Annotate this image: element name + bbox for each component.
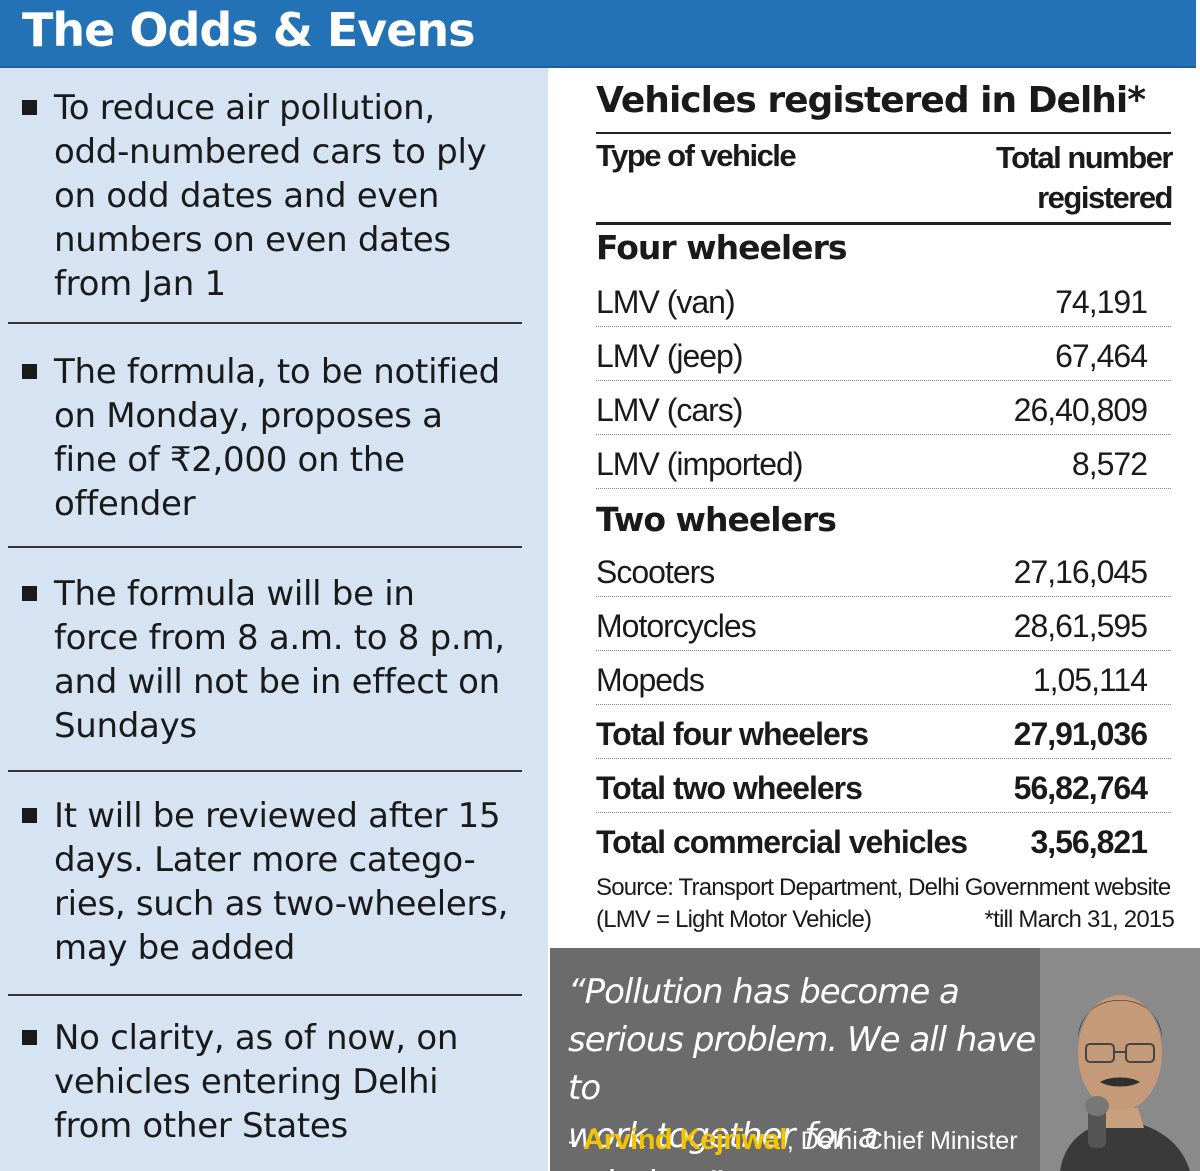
date-note: *till March 31, 2015 bbox=[984, 906, 1175, 933]
row-value: 3,56,821 bbox=[1030, 824, 1148, 860]
facts-panel: To reduce air pollution, odd-numbered ca… bbox=[0, 68, 548, 1171]
bullet-square-icon bbox=[22, 364, 37, 379]
header-banner: The Odds & Evens bbox=[0, 0, 1196, 68]
divider bbox=[8, 770, 522, 772]
bullet-square-icon bbox=[22, 586, 37, 601]
speaker-role: , Delhi Chief Minister bbox=[786, 1127, 1018, 1155]
row-label: Scooters bbox=[596, 554, 715, 590]
lmv-note: (LMV = Light Motor Vehicle) bbox=[596, 906, 872, 933]
row-label: LMV (cars) bbox=[596, 392, 743, 428]
quote-text: “Pollution has become a serious problem.… bbox=[568, 972, 1036, 1171]
section-heading-four-wheelers: Four wheelers bbox=[596, 228, 847, 267]
divider bbox=[8, 994, 522, 996]
row-label: Total two wheelers bbox=[596, 770, 863, 806]
fact-text: The formula, to be notified on Monday, p… bbox=[54, 352, 500, 524]
quote-box: “Pollution has become a serious problem.… bbox=[550, 948, 1200, 1171]
row-value: 28,61,595 bbox=[1013, 608, 1148, 644]
divider bbox=[596, 222, 1171, 225]
table-row: Scooters 27,16,045 bbox=[596, 550, 1171, 597]
total-row: Total four wheelers 27,91,036 bbox=[596, 712, 1171, 759]
table-row: Motorcycles 28,61,595 bbox=[596, 604, 1171, 651]
fact-text: To reduce air pollution, odd-numbered ca… bbox=[54, 88, 487, 304]
total-row: Total commercial vehicles 3,56,821 bbox=[596, 820, 1171, 866]
quote-attribution: - Arvind Kejriwal, Delhi Chief Minister bbox=[568, 1124, 1018, 1157]
total-row: Total two wheelers 56,82,764 bbox=[596, 766, 1171, 813]
row-label: Mopeds bbox=[596, 662, 705, 698]
attribution-dash: - bbox=[568, 1127, 584, 1155]
row-label: Total commercial vehicles bbox=[596, 824, 968, 860]
row-label: Motorcycles bbox=[596, 608, 757, 644]
row-label: Total four wheelers bbox=[596, 716, 869, 752]
row-label: LMV (imported) bbox=[596, 446, 803, 482]
vehicle-table: Vehicles registered in Delhi* Type of ve… bbox=[550, 68, 1200, 948]
table-row: LMV (cars) 26,40,809 bbox=[596, 388, 1171, 435]
bullet-square-icon bbox=[22, 100, 37, 115]
column-header-type: Type of vehicle bbox=[596, 138, 797, 173]
row-value: 74,191 bbox=[1055, 284, 1148, 320]
table-row: Mopeds 1,05,114 bbox=[596, 658, 1171, 705]
speaker-portrait bbox=[1040, 948, 1200, 1171]
row-label: LMV (van) bbox=[596, 284, 736, 320]
row-value: 27,16,045 bbox=[1013, 554, 1148, 590]
divider bbox=[596, 132, 1171, 134]
row-value: 67,464 bbox=[1055, 338, 1148, 374]
page-title: The Odds & Evens bbox=[22, 3, 476, 57]
row-label: LMV (jeep) bbox=[596, 338, 743, 374]
table-row: LMV (imported) 8,572 bbox=[596, 442, 1171, 489]
row-value: 27,91,036 bbox=[1013, 716, 1148, 752]
fact-text: It will be reviewed after 15 days. Later… bbox=[54, 796, 509, 968]
fact-text: The formula will be in force from 8 a.m.… bbox=[54, 574, 505, 746]
column-header-total: Total number registered bbox=[995, 140, 1174, 215]
speaker-name: Arvind Kejriwal bbox=[583, 1124, 787, 1156]
bullet-square-icon bbox=[22, 808, 37, 823]
source-text: Source: Transport Department, Delhi Gove… bbox=[596, 874, 1171, 901]
row-value: 1,05,114 bbox=[1032, 662, 1148, 698]
row-value: 26,40,809 bbox=[1013, 392, 1148, 428]
divider bbox=[8, 546, 522, 548]
row-value: 8,572 bbox=[1071, 446, 1148, 482]
row-value: 56,82,764 bbox=[1013, 770, 1148, 806]
divider bbox=[8, 322, 522, 324]
table-title: Vehicles registered in Delhi* bbox=[596, 80, 1146, 121]
section-heading-two-wheelers: Two wheelers bbox=[596, 500, 837, 539]
fact-text: No clarity, as of now, on vehicles enter… bbox=[54, 1018, 459, 1146]
bullet-square-icon bbox=[22, 1030, 37, 1045]
table-row: LMV (jeep) 67,464 bbox=[596, 334, 1171, 381]
table-row: LMV (van) 74,191 bbox=[596, 280, 1171, 327]
